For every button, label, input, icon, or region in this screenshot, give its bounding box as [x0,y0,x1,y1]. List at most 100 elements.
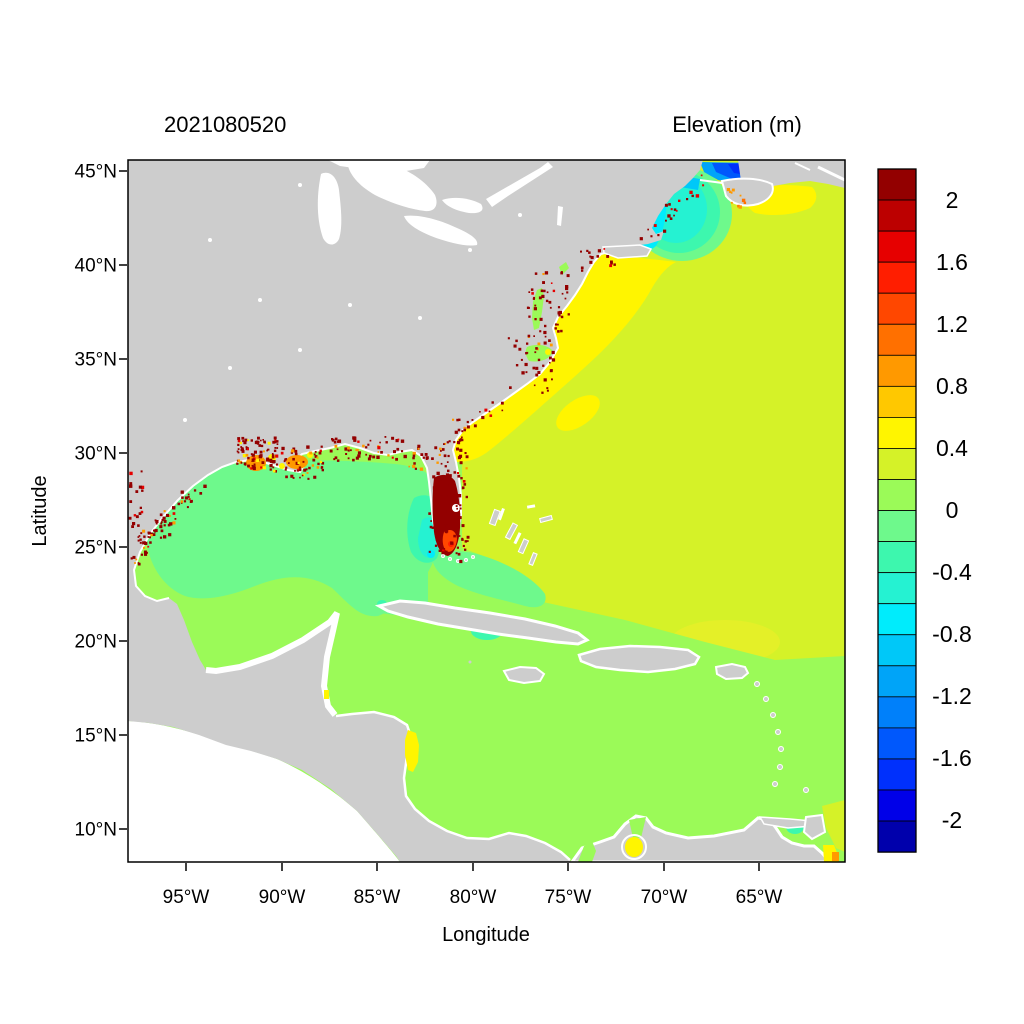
x-tick-label: 95°W [163,887,210,908]
speckle [589,260,593,264]
speckle [199,492,203,495]
speckle [138,512,142,515]
speckle [546,387,549,390]
speckle [292,477,295,479]
colorbar-tick-label: 1.6 [936,249,968,275]
speckle [457,552,461,556]
speckle [689,190,693,194]
speckle [700,174,703,177]
speckle [396,447,400,451]
speckle [163,524,166,527]
speckle [236,450,239,453]
speckle [137,539,140,542]
speckle [738,205,742,209]
speckle [173,506,176,508]
speckle [539,330,542,333]
speckle [262,466,266,470]
colorbar-cell [877,665,917,698]
speckle [447,503,450,505]
corner-yellowgreen-wedge [822,800,845,852]
lake-michigan [317,172,342,245]
speckles-texas-coast [139,484,207,554]
speckle [454,499,457,502]
speckle [272,460,276,463]
nicaragua-yellow-strip [405,730,419,772]
speckle [428,550,431,553]
speckle [456,507,458,510]
speckle [161,518,164,522]
florida-keys-5 [471,555,475,559]
colorbar-cell [877,448,917,480]
speckle [285,466,288,469]
speckle [150,532,153,535]
speckle [140,553,143,556]
speckle [554,327,557,330]
speckle [432,526,435,529]
speckles-ms-al-coast [329,436,407,462]
speckle [538,296,542,300]
plot-border [127,159,846,863]
speckle [247,439,250,442]
colorbar-tick-label: -0.4 [932,559,972,585]
speckle [299,476,301,479]
colorbar-cell [877,199,917,232]
speckle [467,540,469,542]
speckle [243,441,247,445]
speckle [533,384,536,387]
speckle [446,504,451,508]
colorbar-cell [877,168,917,201]
speckle [311,464,315,467]
speckle [193,489,197,492]
speckle [141,489,144,492]
x-tick-label: 85°W [354,887,401,908]
speckle [459,438,463,441]
speckle [442,521,446,525]
louisiana-yellow-dot-2 [279,463,285,469]
colorbar-cell [877,510,917,542]
antilles-dot-7 [772,781,778,787]
speckle [147,536,150,538]
speckle [365,446,368,449]
speckle [256,458,260,462]
speckle [743,201,747,205]
speckle [149,541,152,544]
speckle [527,334,531,338]
speckles-georgia-sc [454,401,504,445]
speckle [550,282,553,284]
inland-white-dot-6 [348,303,352,307]
speckle [135,558,138,561]
colorbar-title: Elevation (m) [672,112,802,137]
speckle [434,526,437,528]
y-tick-label: 40°N [75,256,117,277]
speckle [139,541,142,544]
speckle [458,535,461,537]
speckle [160,529,164,533]
speckle [245,453,249,457]
speckle [609,264,613,268]
colorbar-cell [877,385,917,418]
speckle [532,366,536,370]
speckle [247,456,250,460]
speckle [244,464,247,466]
speckle [554,323,558,326]
speckle [534,351,537,354]
speckles-south-texas [130,520,159,566]
speckle [168,533,172,537]
speckle [237,439,241,443]
speckle [174,518,177,520]
speckle [356,449,359,452]
florida-keys-3 [456,559,460,563]
speckle [461,430,464,433]
speckle [444,442,447,445]
colorbar-tick-label: 0.8 [936,373,968,399]
speckle [491,401,494,404]
speckle [274,439,277,442]
speckles-mexico-border [128,470,145,528]
speckle [257,440,260,444]
lake-ontario [442,197,483,214]
speckle [542,273,545,276]
speckle [395,457,398,461]
colorbar-tick-label: -1.2 [932,683,972,709]
speckle [484,408,488,412]
